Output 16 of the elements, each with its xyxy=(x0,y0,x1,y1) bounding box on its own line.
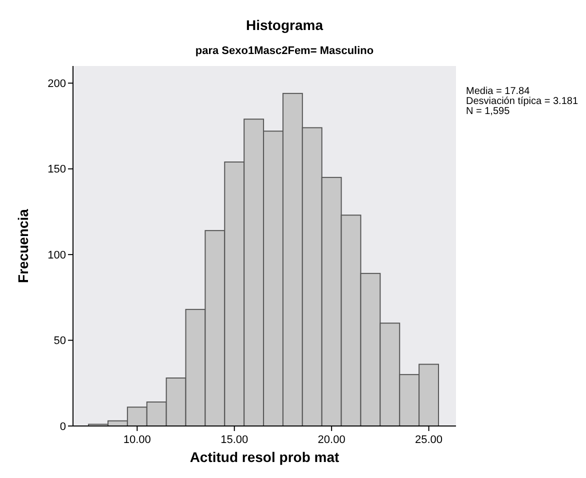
y-axis-title: Frecuencia xyxy=(15,208,31,283)
x-tick-label: 10.00 xyxy=(123,434,151,446)
x-tick-label: 25.00 xyxy=(415,434,443,446)
chart-subtitle: para Sexo1Masc2Fem= Masculino xyxy=(195,45,374,57)
x-tick-label: 15.00 xyxy=(220,434,248,446)
x-axis-title: Actitud resol prob mat xyxy=(190,449,340,465)
text: Media = 17.84 xyxy=(466,86,530,97)
y-tick-label: 200 xyxy=(48,78,66,90)
text: Desviación típica = 3.181 xyxy=(466,96,578,107)
text: N = 1,595 xyxy=(466,106,510,117)
y-tick-label: 100 xyxy=(48,249,66,262)
chart-title: Histograma xyxy=(246,17,324,33)
y-tick-label: 50 xyxy=(54,335,66,348)
y-tick-label: 150 xyxy=(48,164,66,176)
x-tick-label: 20.00 xyxy=(318,434,346,446)
y-tick-label: 0 xyxy=(60,420,66,433)
